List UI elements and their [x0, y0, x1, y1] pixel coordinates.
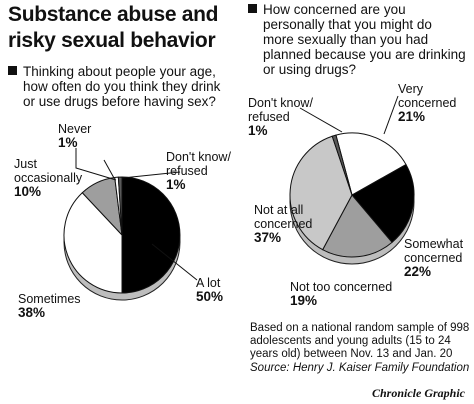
slice-sometimes	[63, 192, 123, 294]
label-nottoo: Not too concerned 19%	[290, 280, 392, 308]
slice-left-dont-know	[117, 176, 123, 236]
label-occasionally-pct: 10%	[14, 184, 42, 199]
right-question-line-3: more sexually than you had	[263, 32, 429, 47]
leader-line	[151, 243, 198, 281]
slice-very-concerned	[335, 132, 407, 196]
label-never: Never 1%	[58, 122, 91, 150]
label-very-line-2: concerned	[398, 96, 457, 110]
slice-not-at-all-concerned	[289, 135, 353, 251]
leader-line	[121, 171, 181, 179]
footnote-line-3: years old) between Nov. 13 and Jan. 20	[250, 348, 453, 360]
bullet-square-icon	[8, 66, 17, 75]
leader-line	[103, 159, 115, 179]
label-somewhat-line-2: concerned	[404, 251, 463, 265]
leader-line	[383, 95, 399, 135]
label-left-dontknow: Don't know/ refused 1%	[166, 150, 231, 192]
label-left-dontknow-pct: 1%	[166, 177, 186, 192]
label-left-dontknow-line-1: Don't know/	[166, 150, 231, 164]
label-right-dontknow-pct: 1%	[248, 123, 268, 138]
label-notatall-pct: 37%	[254, 230, 282, 245]
label-very: Very concerned 21%	[398, 82, 456, 124]
label-never-text: Never	[58, 122, 92, 136]
label-right-dontknow: Don't know/ refused 1%	[248, 96, 313, 138]
label-occasionally-line-2: occasionally	[14, 171, 83, 185]
label-very-pct: 21%	[398, 109, 426, 124]
left-question-line-1: Thinking about people your age,	[23, 64, 216, 79]
slice-somewhat-concerned	[351, 163, 415, 244]
label-somewhat-pct: 22%	[404, 264, 432, 279]
source-note: Source: Henry J. Kaiser Family Foundatio…	[250, 362, 470, 374]
title-line-1: Substance abuse and	[8, 3, 219, 26]
label-never-pct: 1%	[58, 135, 78, 150]
label-occasionally: Just occasionally 10%	[14, 157, 82, 199]
footnote-line-1: Based on a national random sample of 998	[250, 322, 470, 334]
slice-not-too-concerned	[322, 194, 393, 258]
label-sometimes-pct: 38%	[18, 305, 46, 320]
right-question: How concerned are you personally that yo…	[248, 2, 466, 77]
label-very-line-1: Very	[398, 82, 424, 96]
label-alot-pct: 50%	[196, 289, 224, 304]
right-question-line-2: personally that you might do	[263, 17, 432, 32]
label-sometimes-text: Sometimes	[18, 292, 81, 306]
label-sometimes: Sometimes 38%	[18, 292, 81, 320]
label-alot-text: A lot	[196, 276, 221, 290]
title-line-2: risky sexual behavior	[8, 29, 216, 52]
label-nottoo-pct: 19%	[290, 293, 318, 308]
footnote: Based on a national random sample of 998…	[250, 322, 469, 361]
footnote-line-2: adolescents and young adults (15 to 24	[250, 335, 451, 347]
credit: Chronicle Graphic	[372, 386, 466, 400]
label-notatall-line-2: concerned	[254, 217, 313, 231]
leader-line	[75, 148, 117, 181]
left-question: Thinking about people your age, how ofte…	[8, 64, 220, 109]
right-question-line-1: How concerned are you	[263, 2, 406, 17]
bullet-square-icon	[248, 4, 257, 13]
page-title: Substance abuse and risky sexual behavio…	[8, 2, 219, 54]
label-notatall: Not at all concerned 37%	[254, 203, 312, 245]
slice-a-lot	[121, 176, 181, 294]
label-somewhat: Somewhat concerned 22%	[404, 237, 463, 279]
label-alot: A lot 50%	[196, 276, 223, 304]
slice-right-dont-know	[331, 134, 353, 196]
leader-line	[299, 107, 343, 133]
label-somewhat-line-1: Somewhat	[404, 237, 464, 251]
label-nottoo-text: Not too concerned	[290, 280, 393, 294]
label-notatall-line-1: Not at all	[254, 203, 304, 217]
left-question-line-3: or use drugs before having sex?	[23, 94, 216, 109]
left-question-line-2: how often do you think they drink	[23, 79, 221, 94]
right-question-line-4: planned because you are drinking	[263, 47, 466, 62]
label-left-dontknow-line-2: refused	[166, 164, 208, 178]
label-right-dontknow-line-1: Don't know/	[248, 96, 313, 110]
label-occasionally-line-1: Just	[14, 157, 37, 171]
right-question-line-5: or using drugs?	[263, 62, 357, 77]
label-right-dontknow-line-2: refused	[248, 110, 290, 124]
